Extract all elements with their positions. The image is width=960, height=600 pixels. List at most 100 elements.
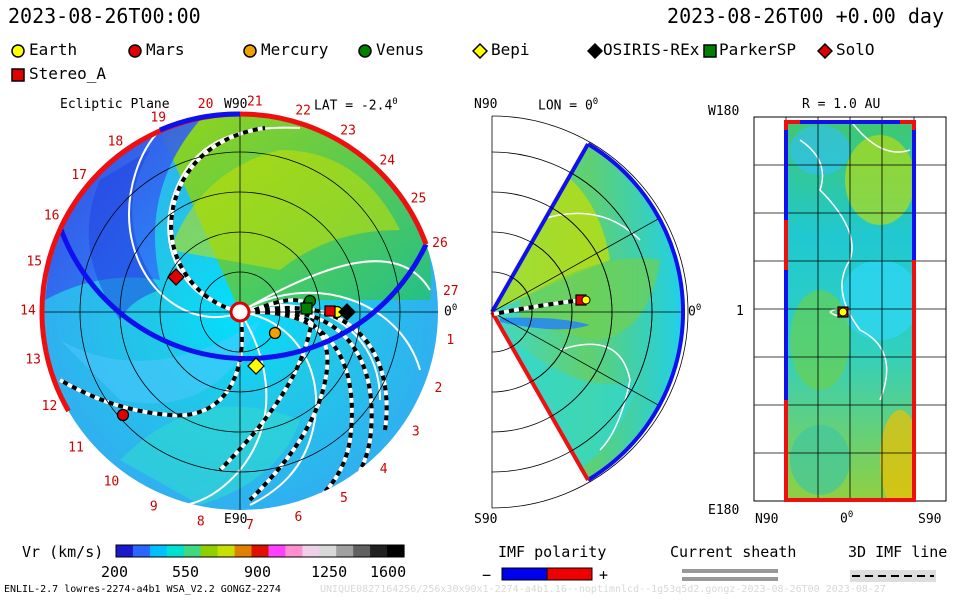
mars-marker-icon (116, 408, 130, 422)
ecliptic-disk (39, 111, 438, 510)
legend-item-stereo-a: Stereo_A (10, 64, 106, 83)
ecliptic-title: Ecliptic Plane (60, 97, 170, 112)
legend-label: Mercury (261, 40, 329, 59)
carrington-label: 3 (412, 425, 420, 440)
carrington-label: 11 (68, 440, 84, 455)
stereo-a-marker-icon (324, 305, 336, 317)
solo-marker-icon (816, 42, 834, 59)
carrington-label: 17 (71, 168, 87, 183)
current-sheath-legend (682, 569, 778, 581)
venus-marker-icon (358, 43, 372, 58)
rmap-bottom-label-n90: N90 (755, 512, 779, 527)
ecliptic-imf-lines (59, 126, 389, 507)
imf-line-legend (850, 570, 936, 582)
solo-marker-icon (167, 268, 185, 286)
legend-item-osiris-rex: OSIRIS-REx (586, 40, 699, 59)
osiris-rex-marker-icon (338, 303, 356, 321)
carrington-label: 9 (150, 500, 158, 515)
meridional-bottom-label: S90 (474, 512, 498, 527)
carrington-label: 6 (294, 510, 302, 525)
radial-map-panel (753, 116, 947, 502)
colorbar-frame (115, 544, 405, 558)
colorbar-swatch (217, 545, 236, 557)
ecliptic-bottom-label: E90 (224, 512, 248, 527)
carrington-label: 1 (446, 333, 454, 348)
legend-item-solo: SolO (816, 40, 875, 59)
carrington-label: 13 (25, 353, 41, 368)
colorbar-swatch (336, 545, 354, 557)
carrington-label: 20 (198, 97, 214, 112)
ecliptic-top-label: W90 (224, 97, 248, 112)
carrington-label: 12 (42, 399, 58, 414)
colorbar-tick: 1250 (311, 563, 348, 581)
carrington-label: 26 (432, 236, 448, 251)
carrington-label: 18 (108, 135, 124, 150)
mercury-marker-icon (243, 43, 257, 58)
colorbar-swatch (200, 545, 219, 557)
rmap-mid-left-label: 1 (736, 304, 744, 319)
legend-item-mercury: Mercury (242, 40, 328, 59)
carrington-label: 16 (44, 209, 60, 224)
carrington-label: 27 (443, 284, 459, 299)
imf-polarity-legend (501, 567, 593, 581)
meridional-top-label: N90 (474, 97, 498, 112)
current-sheath-label: Current sheath (670, 543, 797, 561)
colorbar-swatch (285, 545, 303, 557)
carrington-label: 19 (150, 110, 166, 125)
legend-label: Venus (376, 40, 425, 59)
timestamp-right: 2023-08-26T00 +0.00 day (667, 4, 944, 28)
colorbar-swatch (183, 545, 202, 557)
rmap-bottom-left-label: E180 (708, 503, 740, 518)
rmap-top-left-label: W180 (708, 104, 740, 119)
carrington-label: 8 (197, 514, 205, 529)
footer-right: UNIQUE0827164256/256x30x90x1-2274-a4b1.1… (320, 584, 886, 595)
carrington-label: 24 (379, 154, 395, 169)
legend-item-venus: Venus (357, 40, 424, 59)
carrington-label: 5 (340, 491, 348, 506)
parkersp-marker-icon (300, 302, 313, 315)
colorbar-swatch (132, 545, 151, 557)
osiris-rex-marker-icon (586, 42, 604, 59)
earth-marker-icon (838, 307, 848, 317)
legend-label: Mars (146, 40, 185, 59)
legend-item-earth: Earth (10, 40, 77, 59)
imf-line-label: 3D IMF line (848, 543, 948, 561)
legend-label: SolO (836, 40, 875, 59)
legend-label: Earth (29, 40, 78, 59)
colorbar-swatch (387, 545, 405, 557)
colorbar-tick: 550 (172, 563, 200, 581)
rmap-bottom-label-0: 00 (840, 510, 854, 527)
carrington-label: 25 (411, 192, 427, 207)
mercury-marker-icon (268, 326, 282, 340)
sun-icon (229, 301, 251, 323)
colorbar-swatch (166, 545, 185, 557)
imf-minus-label: − (482, 566, 492, 584)
colorbar-tick: 900 (244, 563, 272, 581)
ecliptic-right-label: 00 (444, 303, 458, 320)
meridional-imf-line (493, 298, 583, 316)
legend-label: Stereo_A (29, 64, 107, 83)
colorbar-swatch (302, 545, 320, 557)
carrington-label: 22 (295, 104, 311, 119)
legend-item-parkersp: ParkerSP (702, 40, 796, 59)
timestamp-left: 2023-08-26T00:00 (8, 4, 201, 28)
colorbar-swatch (370, 545, 388, 557)
ecliptic-objects (116, 268, 356, 422)
carrington-label: 15 (26, 255, 42, 270)
parkersp-marker-icon (703, 43, 717, 58)
bepi-marker-icon (471, 42, 489, 59)
colorbar-swatch (268, 545, 286, 557)
carrington-label: 21 (247, 95, 263, 110)
meridional-panel (490, 115, 689, 509)
colorbar-swatch (116, 545, 134, 557)
carrington-label: 10 (104, 475, 120, 490)
velocity-colorbar (115, 544, 405, 558)
legend-item-bepi: Bepi (471, 40, 530, 59)
colorbar-swatch (251, 545, 269, 557)
meridional-lon-label: LON = 00 (538, 97, 599, 114)
imf-plus-label: + (599, 566, 609, 584)
carrington-label: 4 (380, 462, 388, 477)
bepi-marker-icon (247, 357, 265, 375)
